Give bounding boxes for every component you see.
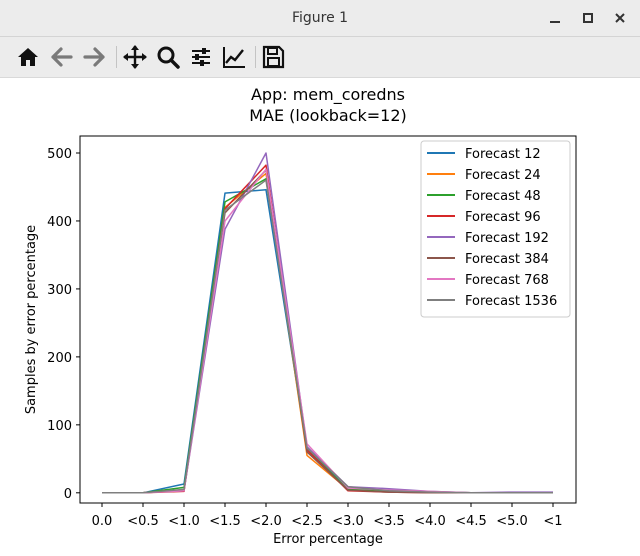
x-tick-label: <4.0 (414, 514, 446, 529)
toolbar-separator (255, 46, 256, 68)
window-title: Figure 1 (291, 10, 349, 26)
title-bar: Figure 1 (0, 0, 640, 37)
x-tick-label: 0.0 (92, 514, 113, 529)
legend-box (420, 140, 571, 318)
configure-subplots-icon[interactable] (187, 43, 215, 71)
y-axis-label: Samples by error percentage (24, 225, 39, 414)
legend-label: Forecast 768 (465, 273, 549, 288)
legend-label: Forecast 384 (465, 252, 549, 267)
y-tick-label: 200 (47, 351, 72, 366)
close-icon[interactable] (611, 9, 629, 27)
y-tick-label: 100 (47, 419, 72, 434)
x-axis-label: Error percentage (273, 532, 383, 547)
plot-frame (79, 135, 577, 504)
pan-icon[interactable] (121, 43, 149, 71)
zoom-icon[interactable] (154, 43, 182, 71)
legend-label: Forecast 12 (465, 147, 541, 162)
series-line (102, 179, 553, 494)
home-icon[interactable] (14, 43, 42, 71)
chart-title-line: MAE (lookback=12) (249, 106, 407, 125)
x-tick-label: <2.5 (291, 514, 323, 529)
save-icon[interactable] (259, 43, 287, 71)
back-arrow-icon[interactable] (48, 43, 76, 71)
x-tick-label: <5.0 (496, 514, 528, 529)
y-tick-label: 500 (47, 147, 72, 162)
minimize-icon[interactable] (546, 9, 564, 27)
x-tick-label: <3.0 (332, 514, 364, 529)
maximize-icon[interactable] (579, 9, 597, 27)
y-tick-label: 300 (47, 283, 72, 298)
forward-arrow-icon[interactable] (80, 43, 108, 71)
x-tick-label: <1 (543, 514, 562, 529)
x-tick-label: <3.5 (373, 514, 405, 529)
navigation-toolbar (0, 37, 640, 78)
legend-label: Forecast 1536 (465, 294, 557, 309)
x-tick-label: <4.5 (455, 514, 487, 529)
chart-title-line: App: mem_coredns (251, 85, 405, 105)
legend-label: Forecast 192 (465, 231, 549, 246)
x-tick-label: <1.0 (168, 514, 200, 529)
legend-label: Forecast 48 (465, 189, 541, 204)
y-tick-label: 0 (64, 487, 72, 502)
y-tick-label: 400 (47, 215, 72, 230)
x-tick-label: <1.5 (209, 514, 241, 529)
x-tick-label: <0.5 (127, 514, 159, 529)
x-tick-label: <2.0 (250, 514, 282, 529)
toolbar-separator (116, 46, 117, 68)
figure-canvas: App: mem_coredns MAE (lookback=12) 0 100 200… (0, 78, 640, 556)
edit-axis-icon[interactable] (220, 43, 248, 71)
legend-label: Forecast 24 (465, 168, 541, 183)
legend-label: Forecast 96 (465, 210, 541, 225)
